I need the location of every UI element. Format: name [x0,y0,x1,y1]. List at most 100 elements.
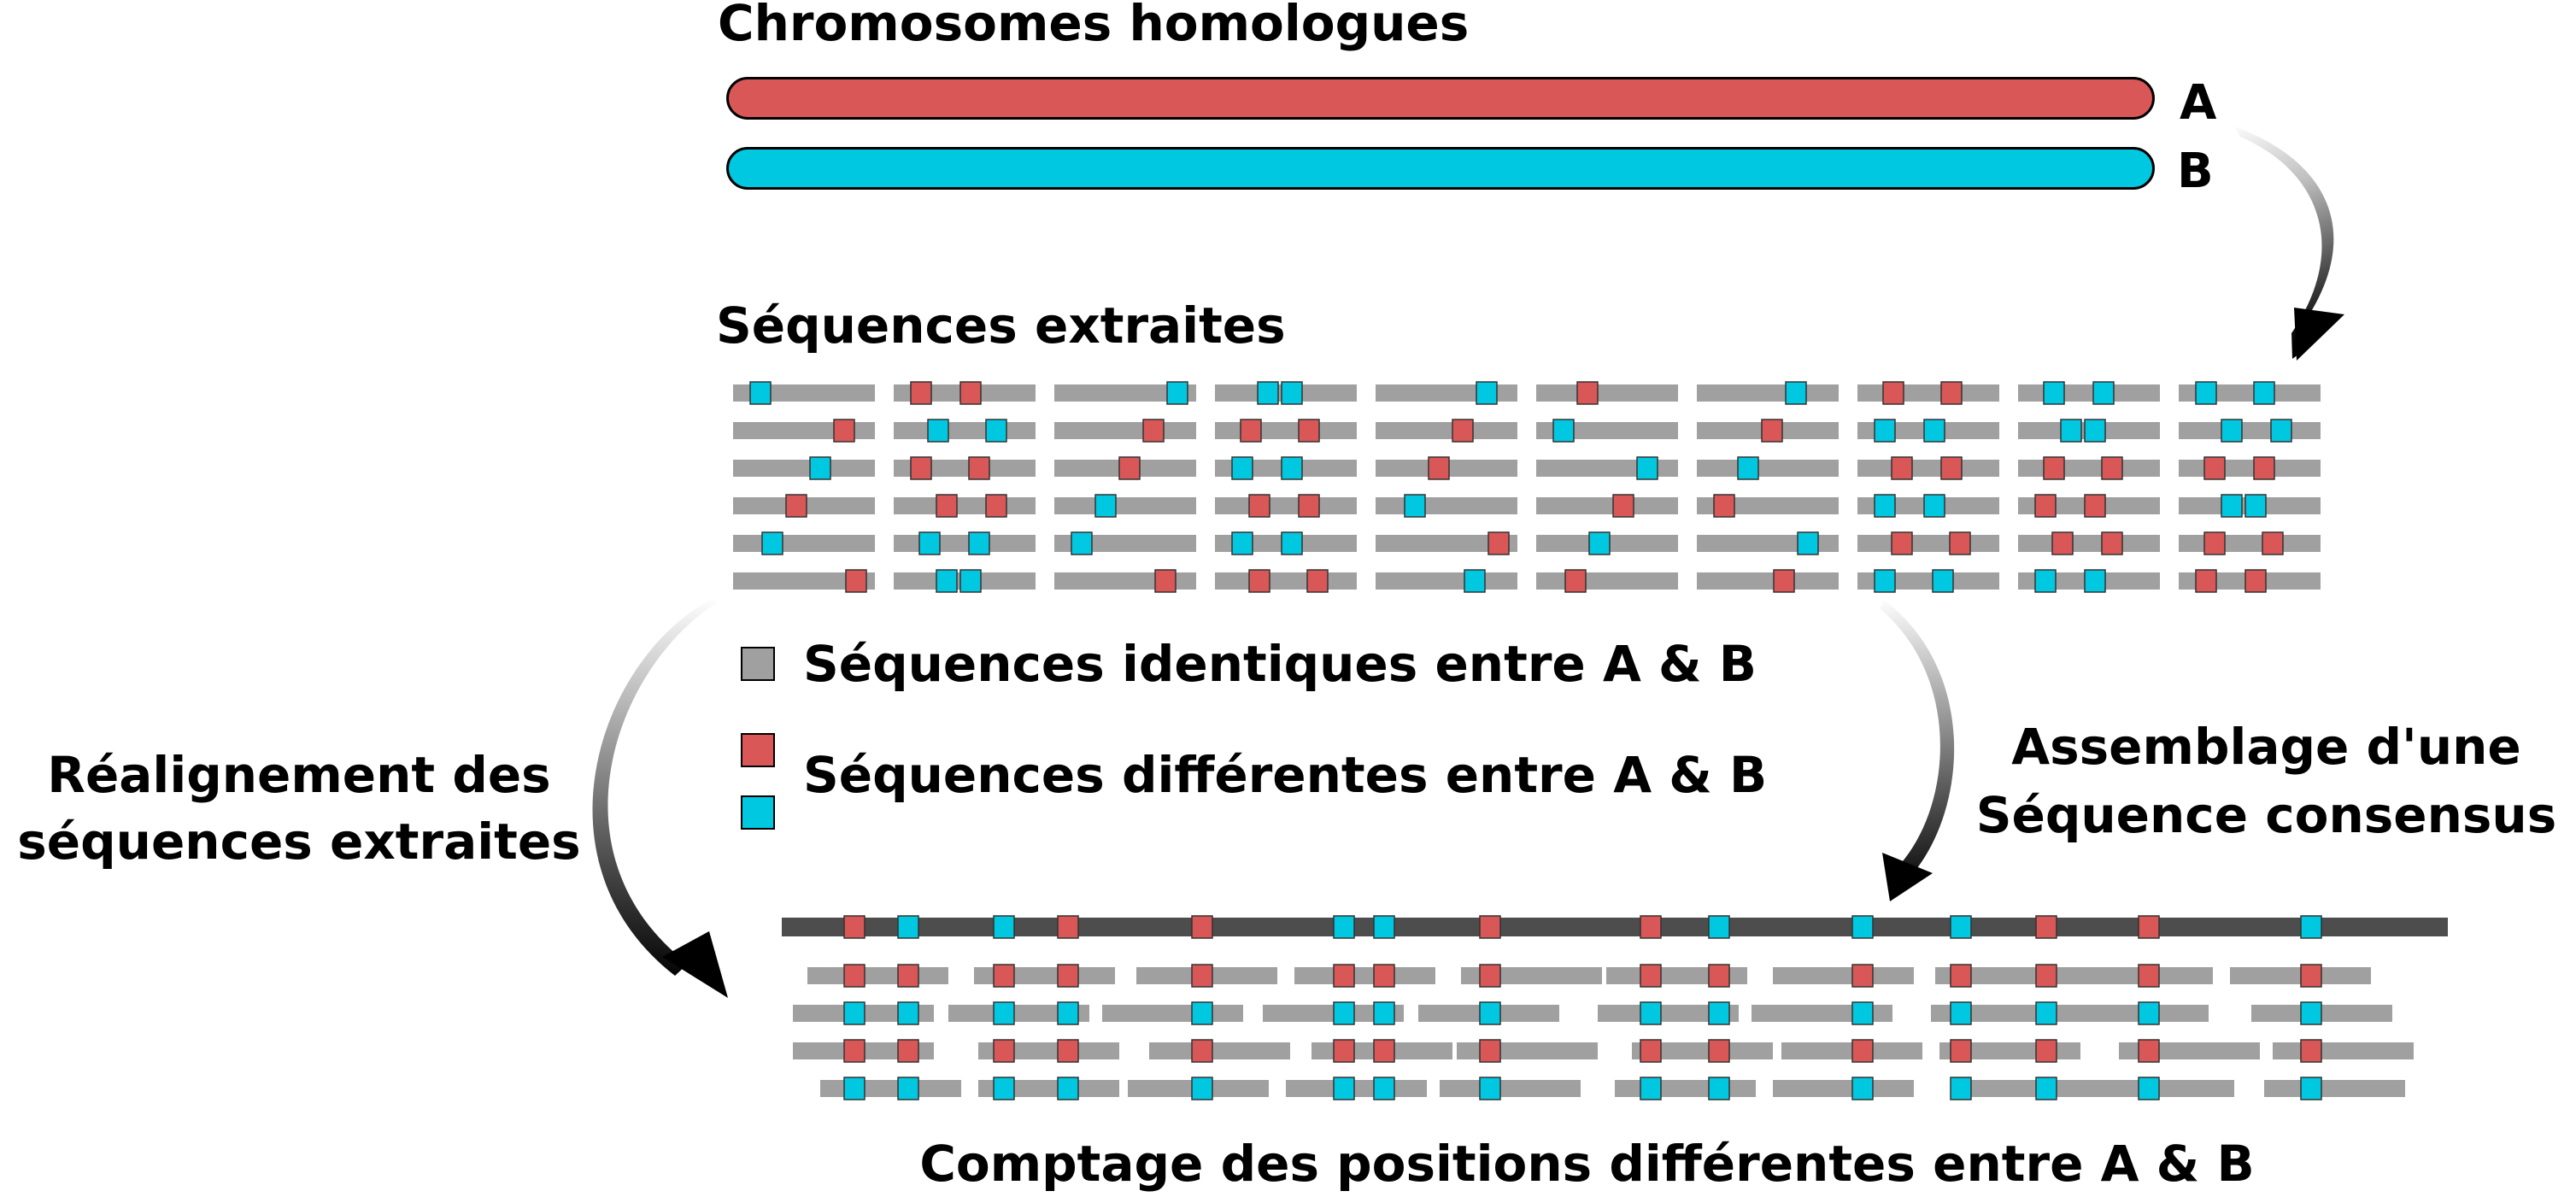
arrow-right-head [1882,853,1933,901]
consensus-marker [897,915,919,939]
step-assembly-line-2: Séquence consensus [1975,786,2557,844]
chromosome-b-label: B [2177,144,2214,199]
consensus-marker [2035,915,2057,939]
extracted-marker [845,569,867,593]
consensus-marker [1057,915,1079,939]
extracted-marker [1166,381,1188,405]
extracted-marker [1281,456,1303,480]
extracted-marker [959,569,982,593]
consensus-marker [1191,915,1213,939]
extracted-marker [1797,531,1819,555]
extracted-marker [1940,456,1963,480]
extracted-read [1376,422,1517,439]
extracted-marker [1761,419,1783,443]
extracted-marker [1281,381,1303,405]
aligned-read [1294,967,1435,984]
aligned-marker [2300,1001,2322,1025]
extracted-marker [2101,456,2123,480]
extracted-marker [936,569,958,593]
aligned-marker [1479,964,1501,988]
extracted-marker [1773,569,1795,593]
extracted-read [1697,460,1839,477]
extracted-read [1536,497,1678,514]
extracted-read [1376,572,1517,590]
aligned-marker [1708,1001,1730,1025]
extracted-marker [1552,419,1575,443]
extracted-read [1536,384,1678,402]
aligned-marker [2138,1077,2160,1100]
extracted-read [894,422,1036,439]
title-homologous-chromosomes: Chromosomes homologues [718,0,1470,52]
extracted-marker [1428,456,1450,480]
aligned-marker [843,964,866,988]
extracted-marker [2221,419,2243,443]
consensus-marker [1333,915,1355,939]
extracted-marker [1464,569,1486,593]
aligned-marker [1333,1077,1355,1100]
aligned-marker [1640,1001,1662,1025]
consensus-marker [1851,915,1874,939]
chromosome-a-label: A [2180,75,2217,131]
extracted-marker [910,456,932,480]
extracted-marker [2043,381,2065,405]
aligned-marker [1191,1077,1213,1100]
extracted-marker [1248,569,1270,593]
extracted-read [1857,535,1999,552]
extracted-marker [2043,456,2065,480]
extracted-marker [1713,494,1735,518]
extracted-read [733,572,875,590]
extracted-marker [1298,494,1320,518]
aligned-read [1615,1080,1756,1097]
aligned-marker [993,1077,1015,1100]
extracted-read [1697,384,1839,402]
extracted-marker [1588,531,1611,555]
aligned-marker [1373,1039,1395,1063]
aligned-marker [2035,1077,2057,1100]
step-realignment-line-2: séquences extraites [17,813,581,871]
aligned-read [1773,967,1914,984]
extracted-marker [968,531,990,555]
extracted-read [1376,535,1517,552]
aligned-marker [1333,1001,1355,1025]
legend-different-label: Séquences différentes entre A & B [803,746,1768,804]
aligned-read [1286,1080,1427,1097]
extracted-marker [1118,456,1141,480]
extracted-marker [2051,531,2074,555]
aligned-marker [2035,964,2057,988]
step-assembly-line-1: Assemblage d'une [2011,718,2521,776]
aligned-marker [1373,1001,1395,1025]
extracted-marker [2092,381,2115,405]
extracted-marker [785,494,807,518]
extracted-marker [1923,494,1945,518]
aligned-marker [1640,964,1662,988]
title-extracted-sequences: Séquences extraites [716,296,1286,355]
extracted-marker [1949,531,1971,555]
consensus-marker [993,915,1015,939]
extracted-read [2179,422,2321,439]
extracted-sequences-grid [733,381,2321,593]
step-realignment-line-1: Réalignement des [47,746,551,804]
extracted-marker [918,531,941,555]
extracted-marker [2084,494,2106,518]
extracted-read [733,460,875,477]
extracted-marker [1231,531,1253,555]
extracted-marker [2253,381,2275,405]
extracted-marker [1564,569,1587,593]
extracted-marker [985,419,1007,443]
extracted-marker [749,381,772,405]
extracted-marker [985,494,1007,518]
aligned-sequences [793,964,2414,1100]
aligned-read [1952,1080,2093,1097]
aligned-marker [1708,1039,1730,1063]
extracted-read [1215,422,1357,439]
aligned-marker [1950,1077,1972,1100]
aligned-marker [1479,1039,1501,1063]
aligned-read [1149,1042,1290,1059]
aligned-marker [843,1039,866,1063]
extracted-marker [1636,456,1658,480]
extracted-marker [2034,494,2057,518]
consensus-marker [1479,915,1501,939]
aligned-read [1102,1005,1243,1022]
aligned-read [948,1005,1089,1022]
extracted-marker [1874,569,1896,593]
